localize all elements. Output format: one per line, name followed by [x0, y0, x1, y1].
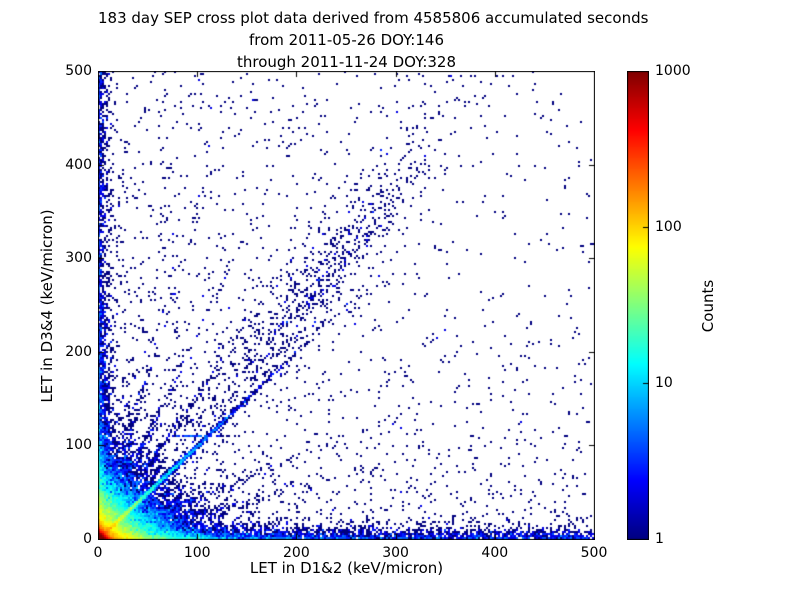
title-line-3: through 2011-11-24 DOY:328 — [236, 53, 457, 71]
colorbar-canvas — [627, 71, 649, 540]
scatter-heatmap-canvas — [98, 71, 595, 540]
y-tick-label-300: 300 — [65, 250, 92, 267]
title-line-1: 183 day SEP cross plot data derived from… — [98, 9, 649, 27]
colorbar-tick-label-1: 1 — [655, 531, 664, 547]
title-line-2: from 2011-05-26 DOY:146 — [248, 31, 444, 49]
y-tick-label-500: 500 — [65, 63, 92, 79]
colorbar-tick-label-1000: 1000 — [655, 63, 691, 79]
x-tick-label-200: 200 — [283, 545, 310, 561]
y-tick-label-200: 200 — [65, 343, 92, 360]
y-axis-label: LET in D3&4 (keV/micron) — [38, 209, 56, 403]
x-tick-label-100: 100 — [183, 545, 211, 561]
x-tick-label-300: 300 — [382, 545, 409, 561]
x-tick-label-0: 0 — [93, 545, 103, 561]
y-tick-label-100: 100 — [65, 437, 92, 454]
y-tick-label-400: 400 — [65, 156, 92, 173]
x-axis-label: LET in D1&2 (keV/micron) — [249, 559, 444, 577]
colorbar-tick-label-10: 10 — [655, 375, 673, 391]
y-tick-label-0: 0 — [83, 531, 92, 547]
colorbar-label: Counts — [699, 279, 717, 333]
x-tick-label-500: 500 — [580, 545, 608, 561]
x-tick-label-400: 400 — [481, 545, 509, 561]
plot-title: 183 day SEP cross plot data derived from… — [98, 7, 649, 73]
colorbar-tick-label-100: 100 — [655, 219, 682, 235]
